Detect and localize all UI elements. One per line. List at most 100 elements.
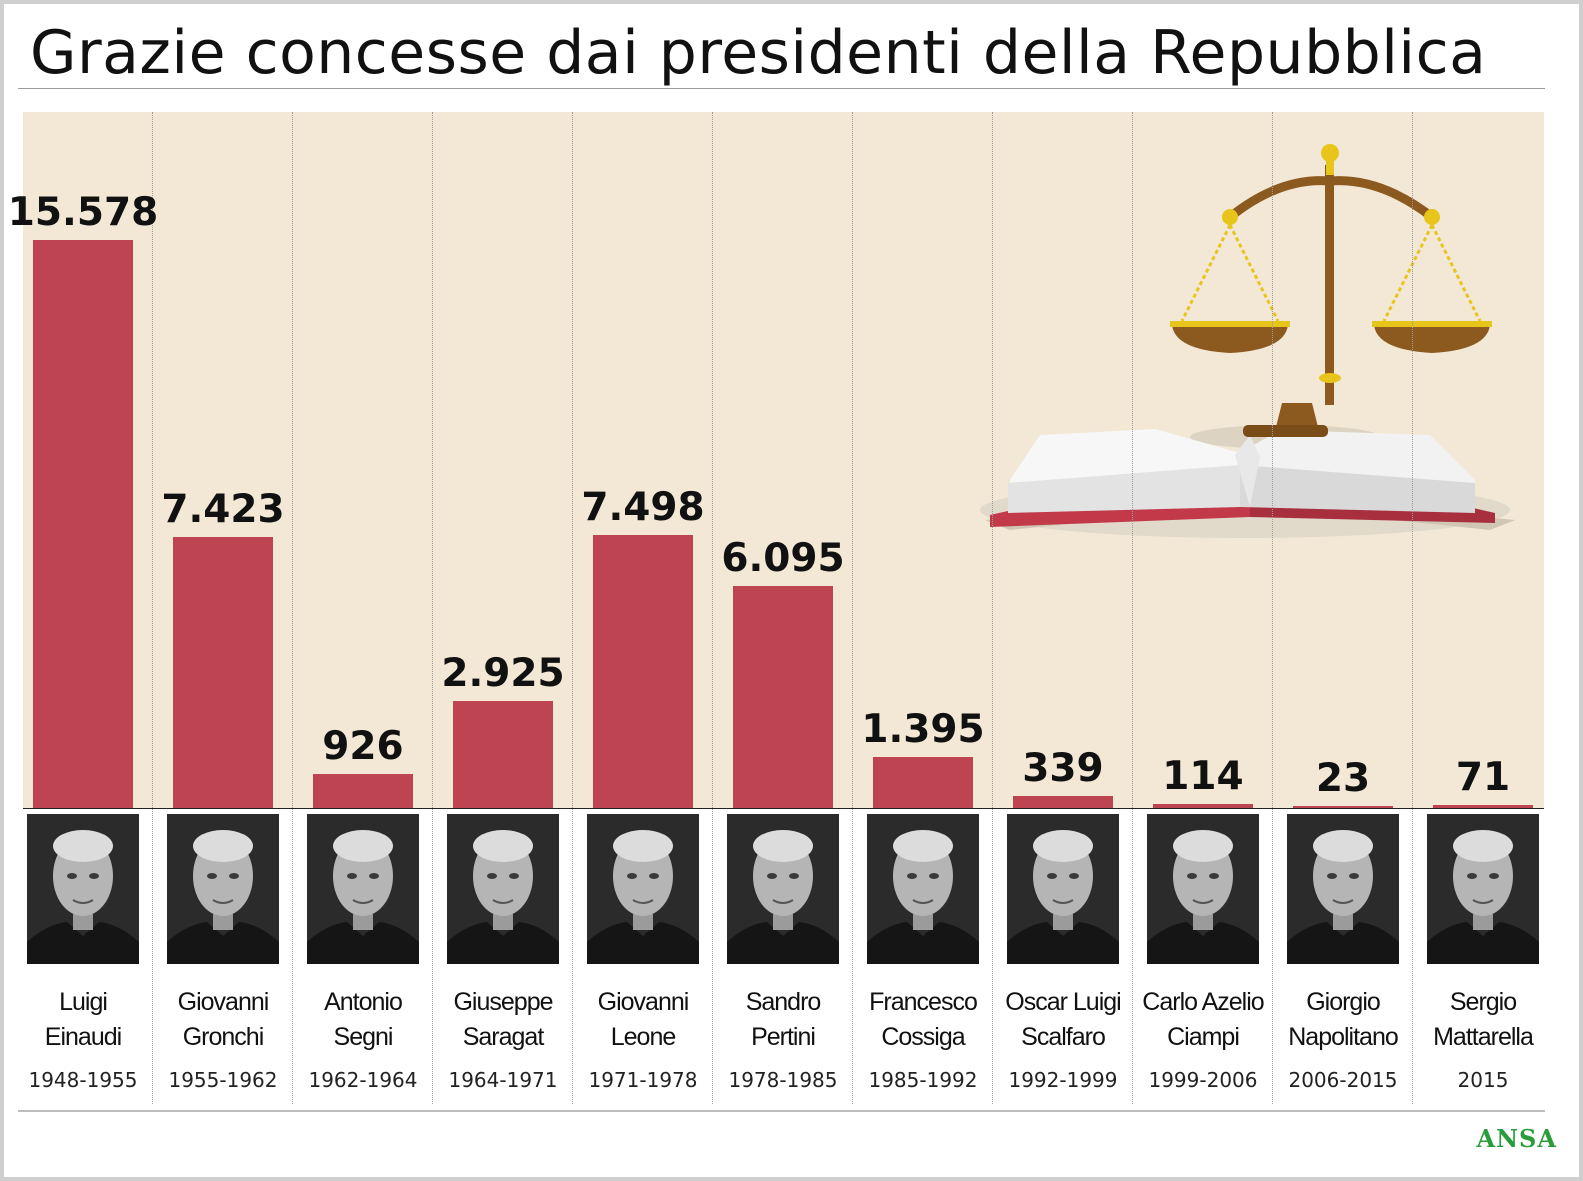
president-portrait [727, 814, 839, 964]
president-last-name: Scalfaro [1021, 1023, 1106, 1051]
president-first-name: Giovanni [597, 988, 690, 1016]
column-separator [1132, 112, 1133, 1104]
data-label: 15.578 [7, 190, 159, 235]
data-label: 6.095 [721, 536, 845, 581]
bar [873, 757, 973, 808]
president-first-name: Giorgio [1306, 988, 1381, 1016]
president-first-name: Luigi [59, 988, 108, 1016]
scales-of-justice-icon [980, 144, 1515, 538]
president-name: Oscar Luigi Scalfaro [993, 985, 1133, 1055]
president-last-name: Ciampi [1167, 1023, 1240, 1051]
president-first-name: Sandro [745, 988, 822, 1016]
data-label: 7.498 [581, 485, 705, 530]
president-last-name: Napolitano [1288, 1023, 1399, 1051]
column-separator [852, 112, 853, 1104]
president-portrait [1427, 814, 1539, 964]
person-silhouette-icon [867, 814, 979, 964]
president-portrait [587, 814, 699, 964]
footer-divider [18, 1110, 1545, 1112]
person-silhouette-icon [727, 814, 839, 964]
president-name: Giovanni Gronchi [153, 985, 293, 1055]
president-first-name: Sergio [1449, 988, 1517, 1016]
person-silhouette-icon [1147, 814, 1259, 964]
president-portrait [1147, 814, 1259, 964]
president-portrait [867, 814, 979, 964]
president-first-name: Giovanni [177, 988, 270, 1016]
chart-title: Grazie concesse dai presidenti della Rep… [30, 18, 1487, 88]
term-years: 2015 [1457, 1068, 1509, 1092]
bar [593, 535, 693, 808]
president-first-name: Giuseppe [453, 988, 553, 1016]
president-last-name: Saragat [462, 1023, 545, 1051]
data-label: 114 [1162, 754, 1244, 799]
term-years: 1985-1992 [868, 1068, 978, 1092]
term-years: 1978-1985 [728, 1068, 838, 1092]
term-years: 2006-2015 [1288, 1068, 1398, 1092]
data-label: 2.925 [441, 651, 565, 696]
president-name: Francesco Cossiga [853, 985, 993, 1055]
president-last-name: Gronchi [182, 1023, 265, 1051]
term-years: 1971-1978 [588, 1068, 698, 1092]
column-separator [1412, 112, 1413, 1104]
bar [453, 701, 553, 808]
term-years: 1964-1971 [448, 1068, 558, 1092]
x-axis-baseline [23, 808, 1544, 809]
person-silhouette-icon [587, 814, 699, 964]
bar [173, 537, 273, 808]
president-name: Antonio Segni [293, 985, 433, 1055]
person-silhouette-icon [1427, 814, 1539, 964]
president-portrait [27, 814, 139, 964]
column-separator [572, 112, 573, 1104]
bar [733, 586, 833, 808]
data-label: 7.423 [161, 487, 285, 532]
term-years: 1992-1999 [1008, 1068, 1118, 1092]
column-separator [992, 112, 993, 1104]
term-years: 1948-1955 [28, 1068, 138, 1092]
president-first-name: Oscar Luigi [1005, 988, 1121, 1016]
president-name: Sandro Pertini [713, 985, 853, 1055]
president-first-name: Antonio [324, 988, 403, 1016]
president-portrait [1287, 814, 1399, 964]
person-silhouette-icon [1007, 814, 1119, 964]
column-separator [432, 112, 433, 1104]
bar [1293, 806, 1393, 808]
president-portrait [307, 814, 419, 964]
president-last-name: Mattarella [1433, 1023, 1534, 1051]
president-name: Giuseppe Saragat [433, 985, 573, 1055]
president-name: Carlo Azelio Ciampi [1133, 985, 1273, 1055]
data-label: 1.395 [861, 707, 985, 752]
person-silhouette-icon [1287, 814, 1399, 964]
term-years: 1955-1962 [168, 1068, 278, 1092]
data-label: 23 [1315, 756, 1371, 801]
president-last-name: Leone [610, 1023, 677, 1051]
president-last-name: Cossiga [881, 1023, 965, 1051]
column-separator [1272, 112, 1273, 1104]
president-portrait [1007, 814, 1119, 964]
president-portrait [167, 814, 279, 964]
person-silhouette-icon [27, 814, 139, 964]
bar [313, 774, 413, 808]
title-divider [18, 88, 1545, 89]
term-years: 1962-1964 [308, 1068, 418, 1092]
column-separator [292, 112, 293, 1104]
president-name: Sergio Mattarella [1413, 985, 1553, 1055]
president-first-name: Francesco [869, 988, 978, 1016]
bar [33, 240, 133, 808]
bar [1153, 804, 1253, 808]
president-name: Giovanni Leone [573, 985, 713, 1055]
bar [1433, 805, 1533, 808]
column-separator [152, 112, 153, 1104]
president-last-name: Einaudi [44, 1023, 122, 1051]
person-silhouette-icon [307, 814, 419, 964]
person-silhouette-icon [447, 814, 559, 964]
data-label: 926 [322, 724, 404, 769]
data-label: 71 [1455, 755, 1511, 800]
data-label: 339 [1022, 746, 1104, 791]
column-separator [712, 112, 713, 1104]
president-portrait [447, 814, 559, 964]
president-name: Luigi Einaudi [13, 985, 153, 1055]
term-years: 1999-2006 [1148, 1068, 1258, 1092]
president-name: Giorgio Napolitano [1273, 985, 1413, 1055]
president-first-name: Carlo Azelio [1142, 988, 1264, 1016]
bar [1013, 796, 1113, 808]
